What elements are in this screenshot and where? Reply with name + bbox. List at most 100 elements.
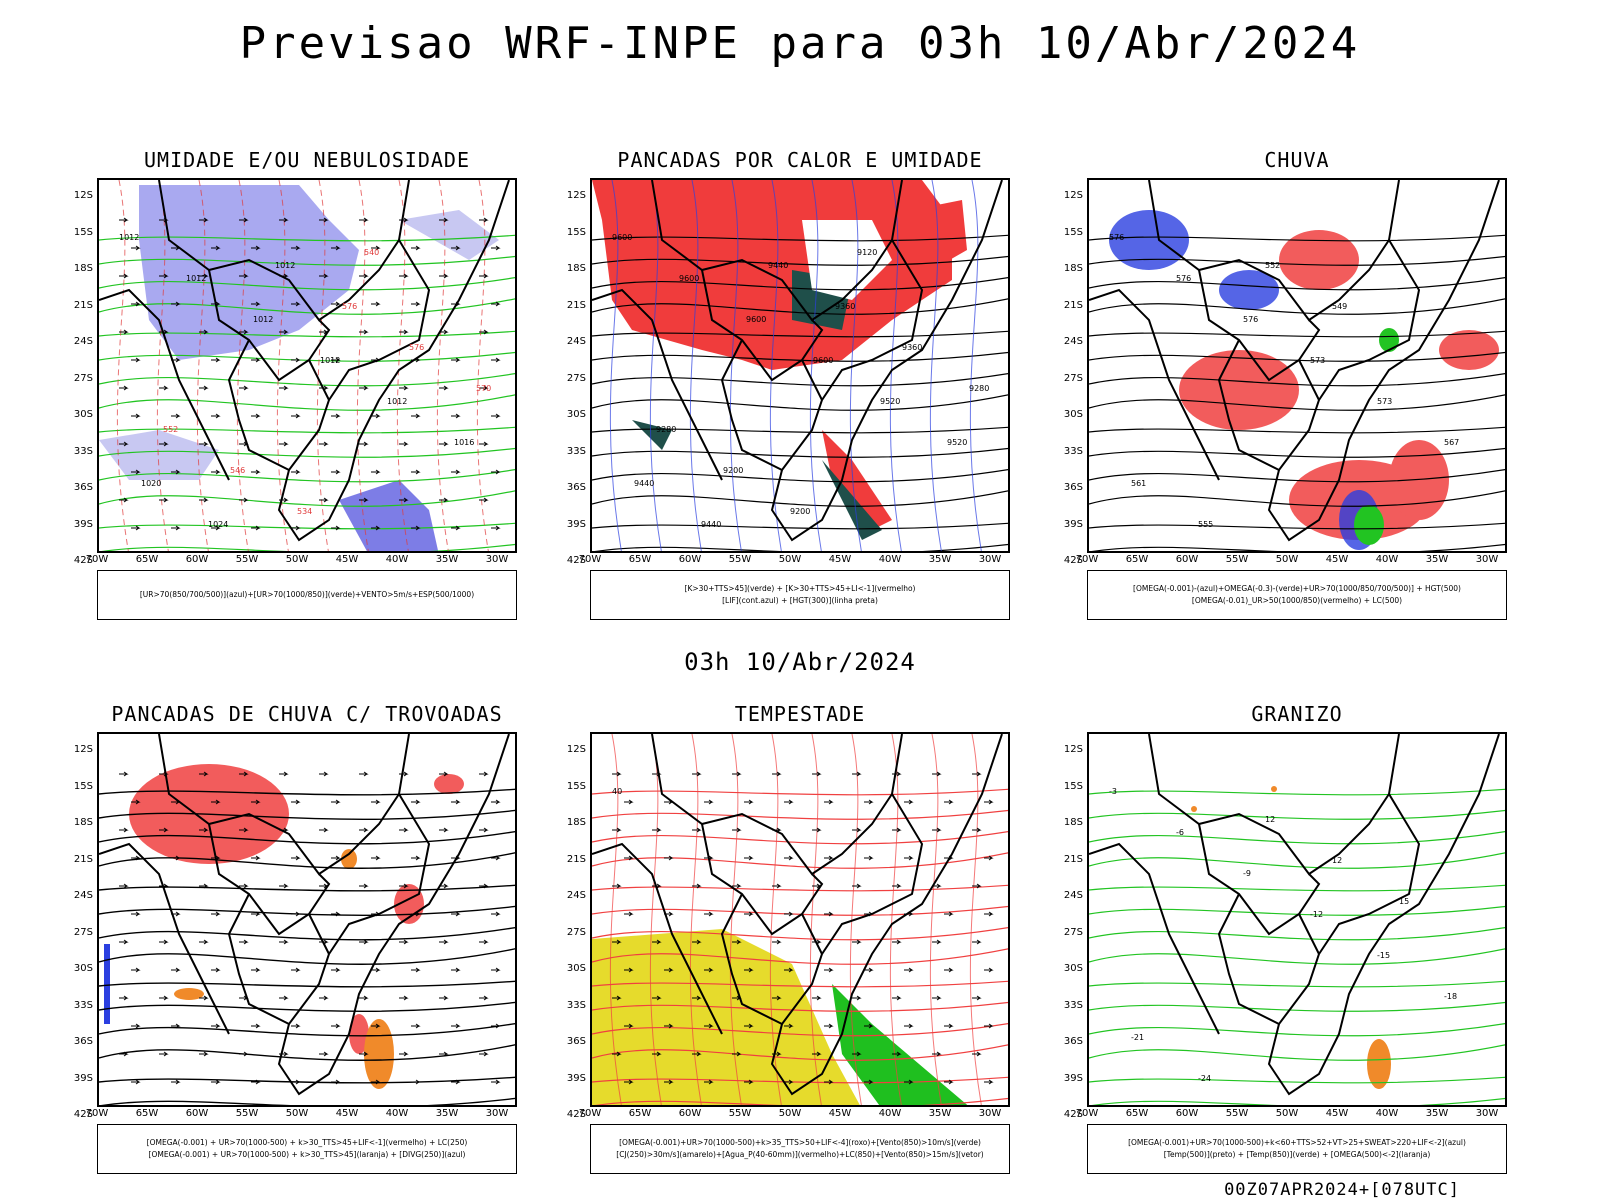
contour-line	[99, 905, 515, 916]
wind-vector	[131, 301, 141, 307]
wind-vector	[439, 1051, 449, 1057]
contour-line	[99, 852, 515, 869]
lat-tick-label: 30S	[566, 963, 586, 974]
contour-line	[99, 469, 515, 483]
lat-tick-label: 15S	[566, 780, 586, 792]
wind-vector	[664, 1023, 674, 1029]
contour-line	[1089, 948, 1505, 965]
contour-line	[592, 1076, 1008, 1084]
wind-vector	[371, 799, 381, 805]
lon-tick-label: 50W	[285, 1108, 309, 1119]
boundary-line	[99, 288, 230, 481]
wind-vector	[359, 827, 369, 833]
lon-tick-label: 60W	[1175, 554, 1199, 565]
wind-vector	[171, 855, 181, 861]
wind-vector	[211, 1079, 221, 1085]
wind-vector	[439, 329, 449, 335]
wind-vector	[371, 301, 381, 307]
wind-vector	[744, 967, 754, 973]
wind-vector	[772, 939, 782, 945]
wind-vector	[704, 1023, 714, 1029]
contour-line	[1089, 351, 1505, 362]
contour-line	[99, 1001, 515, 1012]
wind-vector	[812, 771, 822, 777]
wind-vector	[331, 855, 341, 861]
wind-vector	[359, 1051, 369, 1057]
wind-vector	[119, 883, 129, 889]
contour-line	[1089, 426, 1505, 434]
lat-tick-label: 36S	[73, 1036, 93, 1047]
wind-vector	[171, 1079, 181, 1085]
wind-vector	[479, 497, 489, 503]
wind-vector	[932, 939, 942, 945]
wind-vector	[251, 855, 261, 861]
wind-vector	[624, 1079, 634, 1085]
wind-vector	[439, 995, 449, 1001]
lat-tick-label: 33S	[1063, 999, 1083, 1011]
lon-tick-label: 60W	[1175, 1108, 1199, 1119]
lon-tick-label: 40W	[1375, 1108, 1399, 1119]
boundary-line	[720, 339, 824, 472]
lat-tick-label: 33S	[566, 445, 586, 457]
contour-label: -3	[1109, 787, 1117, 796]
lon-tick-label: 60W	[678, 554, 702, 565]
wind-vector	[704, 1079, 714, 1085]
wind-vector	[331, 301, 341, 307]
wind-vector	[784, 855, 794, 861]
contour-label: 9520	[880, 397, 900, 406]
wind-vector	[972, 995, 982, 1001]
wind-vector	[784, 1079, 794, 1085]
contour-line	[849, 180, 862, 551]
boundary-line	[720, 893, 824, 1026]
lon-tick-label: 65W	[1125, 554, 1149, 565]
contour-line	[1089, 1001, 1505, 1012]
wind-vector	[199, 827, 209, 833]
lon-tick-label: 65W	[628, 1108, 652, 1119]
wind-vector	[319, 827, 329, 833]
lon-tick-label: 35W	[435, 554, 459, 565]
contour-line	[99, 980, 515, 988]
contour-line	[1089, 1076, 1505, 1084]
boundary-line	[1318, 239, 1421, 401]
boundary-line	[1267, 734, 1500, 1096]
wind-vector	[984, 911, 994, 917]
wind-vector	[984, 855, 994, 861]
wind-vector	[159, 939, 169, 945]
wind-vector	[291, 799, 301, 805]
wind-vector	[131, 357, 141, 363]
wind-vector	[399, 441, 409, 447]
boundary-line	[1148, 734, 1400, 876]
wind-vector	[359, 939, 369, 945]
wind-vector	[291, 245, 301, 251]
map-tempestade: 40	[590, 732, 1010, 1107]
contour-label: 12	[1265, 815, 1275, 824]
wind-vector	[359, 329, 369, 335]
wind-vector	[171, 967, 181, 973]
contour-label: 552	[163, 425, 178, 434]
contour-label: 1012	[387, 397, 407, 406]
wind-vector	[251, 1023, 261, 1029]
wind-vector	[451, 413, 461, 419]
boundary-line	[1318, 793, 1421, 955]
wind-vector	[944, 967, 954, 973]
wind-vector	[251, 1079, 261, 1085]
wind-vector	[291, 413, 301, 419]
wind-vector	[371, 1079, 381, 1085]
lon-tick-label: 45W	[828, 554, 852, 565]
lon-tick-label: 65W	[1125, 1108, 1149, 1119]
panel-title: TEMPESTADE	[734, 702, 866, 726]
boundary-line	[1089, 842, 1220, 1035]
wind-vector	[812, 1051, 822, 1057]
wind-vector	[491, 911, 501, 917]
contour-line	[592, 905, 1008, 916]
wind-vector	[932, 1051, 942, 1057]
contour-line	[592, 1001, 1008, 1012]
wind-vector	[479, 1051, 489, 1057]
contour-line	[1089, 905, 1505, 916]
wind-vector	[892, 1051, 902, 1057]
wind-vector	[279, 385, 289, 391]
lat-tick-label: 18S	[73, 263, 93, 274]
lon-tick-label: 35W	[1425, 554, 1449, 565]
wind-vector	[439, 385, 449, 391]
contour-line	[592, 394, 1008, 411]
